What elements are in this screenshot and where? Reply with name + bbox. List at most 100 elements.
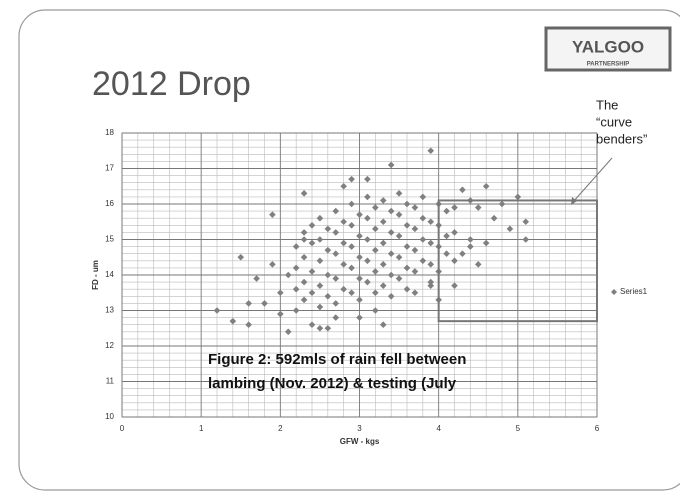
data-point bbox=[395, 275, 403, 282]
data-point bbox=[332, 275, 340, 282]
data-point bbox=[308, 289, 316, 297]
data-point bbox=[419, 236, 427, 243]
data-point bbox=[411, 246, 419, 254]
data-point bbox=[451, 229, 458, 236]
data-point bbox=[482, 239, 490, 247]
data-point bbox=[379, 218, 387, 226]
data-point bbox=[348, 175, 355, 183]
data-point bbox=[340, 218, 347, 226]
data-point bbox=[213, 307, 221, 314]
annotation: “curve bbox=[596, 114, 632, 129]
data-point bbox=[324, 324, 332, 332]
data-point bbox=[474, 261, 482, 268]
data-point bbox=[419, 193, 427, 201]
data-point bbox=[443, 250, 450, 257]
x-tick-label: 2 bbox=[278, 424, 283, 433]
data-point bbox=[411, 225, 419, 233]
data-point bbox=[300, 278, 308, 286]
data-point bbox=[316, 282, 324, 289]
data-point bbox=[443, 232, 450, 240]
arrow-head bbox=[571, 197, 577, 205]
logo-box bbox=[544, 26, 672, 72]
caption: lambing (Nov. 2012) & testing (July bbox=[208, 375, 457, 392]
x-tick-label: 0 bbox=[120, 424, 125, 433]
data-point bbox=[506, 225, 514, 233]
data-point bbox=[269, 261, 276, 268]
data-point bbox=[395, 211, 403, 218]
data-point bbox=[427, 278, 435, 286]
data-point bbox=[300, 236, 308, 243]
y-tick-label: 17 bbox=[105, 164, 114, 173]
data-point bbox=[364, 175, 371, 183]
data-point bbox=[459, 250, 466, 257]
data-point bbox=[229, 317, 237, 325]
data-point bbox=[308, 222, 316, 229]
data-point bbox=[451, 257, 458, 265]
y-tick-label: 14 bbox=[105, 270, 114, 279]
data-point bbox=[379, 321, 387, 328]
data-point bbox=[348, 289, 355, 297]
data-point bbox=[348, 243, 355, 250]
data-point bbox=[340, 182, 347, 190]
logo: YALGOO PARTNERSHIP bbox=[544, 26, 672, 72]
highlight-box bbox=[437, 199, 598, 323]
data-point bbox=[277, 310, 284, 318]
data-point bbox=[490, 214, 498, 222]
data-point bbox=[316, 303, 324, 311]
data-point bbox=[316, 236, 324, 243]
y-tick-label: 18 bbox=[105, 128, 114, 137]
data-point bbox=[340, 261, 347, 268]
data-point bbox=[379, 282, 387, 289]
data-point bbox=[372, 225, 379, 233]
data-point bbox=[356, 275, 363, 282]
data-point bbox=[387, 161, 395, 169]
data-point bbox=[253, 275, 260, 282]
data-point bbox=[387, 271, 395, 279]
data-point bbox=[364, 278, 371, 286]
data-point bbox=[411, 204, 419, 211]
x-axis-label: GFW - kgs bbox=[340, 437, 380, 446]
data-point bbox=[316, 324, 324, 332]
y-tick-label: 16 bbox=[105, 199, 114, 208]
y-tick-label: 13 bbox=[105, 306, 114, 315]
data-point bbox=[443, 207, 450, 215]
data-point bbox=[451, 282, 458, 289]
x-tick-label: 5 bbox=[516, 424, 521, 433]
data-point bbox=[348, 222, 355, 229]
data-point bbox=[356, 296, 363, 304]
data-point bbox=[419, 257, 427, 265]
data-point bbox=[467, 243, 474, 250]
data-point bbox=[261, 300, 268, 307]
data-point bbox=[308, 239, 316, 247]
data-point bbox=[427, 147, 435, 155]
data-point bbox=[403, 200, 411, 208]
data-point bbox=[427, 239, 435, 247]
data-point bbox=[237, 253, 245, 261]
data-point bbox=[284, 328, 292, 336]
x-tick-label: 3 bbox=[357, 424, 362, 433]
data-point bbox=[522, 236, 530, 243]
data-point bbox=[379, 239, 387, 247]
data-point bbox=[300, 229, 308, 236]
data-point bbox=[387, 250, 395, 257]
data-point bbox=[245, 300, 252, 307]
data-point bbox=[427, 218, 435, 226]
x-tick-label: 6 bbox=[595, 424, 600, 433]
data-point bbox=[316, 214, 324, 222]
data-point bbox=[522, 218, 530, 226]
data-point bbox=[514, 193, 522, 201]
data-point bbox=[419, 214, 427, 222]
data-point bbox=[379, 261, 387, 268]
y-tick-label: 11 bbox=[106, 377, 115, 386]
logo-name: YALGOO bbox=[572, 37, 644, 56]
data-point bbox=[427, 282, 435, 289]
data-point bbox=[403, 264, 411, 272]
data-point bbox=[364, 193, 371, 201]
data-point bbox=[324, 225, 332, 233]
legend-marker bbox=[611, 289, 617, 295]
y-tick-label: 12 bbox=[105, 341, 114, 350]
data-point bbox=[411, 268, 419, 275]
x-tick-label: 4 bbox=[436, 424, 441, 433]
annotation-arrow bbox=[572, 157, 613, 203]
